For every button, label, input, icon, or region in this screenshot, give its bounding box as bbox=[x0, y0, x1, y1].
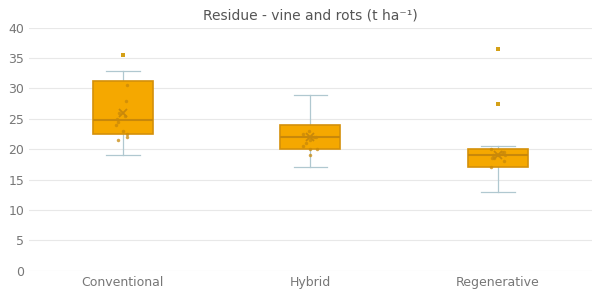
Title: Residue - vine and rots (t ha⁻¹): Residue - vine and rots (t ha⁻¹) bbox=[203, 8, 418, 22]
Bar bbox=[280, 125, 340, 149]
Bar bbox=[93, 81, 153, 134]
Bar bbox=[468, 149, 528, 168]
